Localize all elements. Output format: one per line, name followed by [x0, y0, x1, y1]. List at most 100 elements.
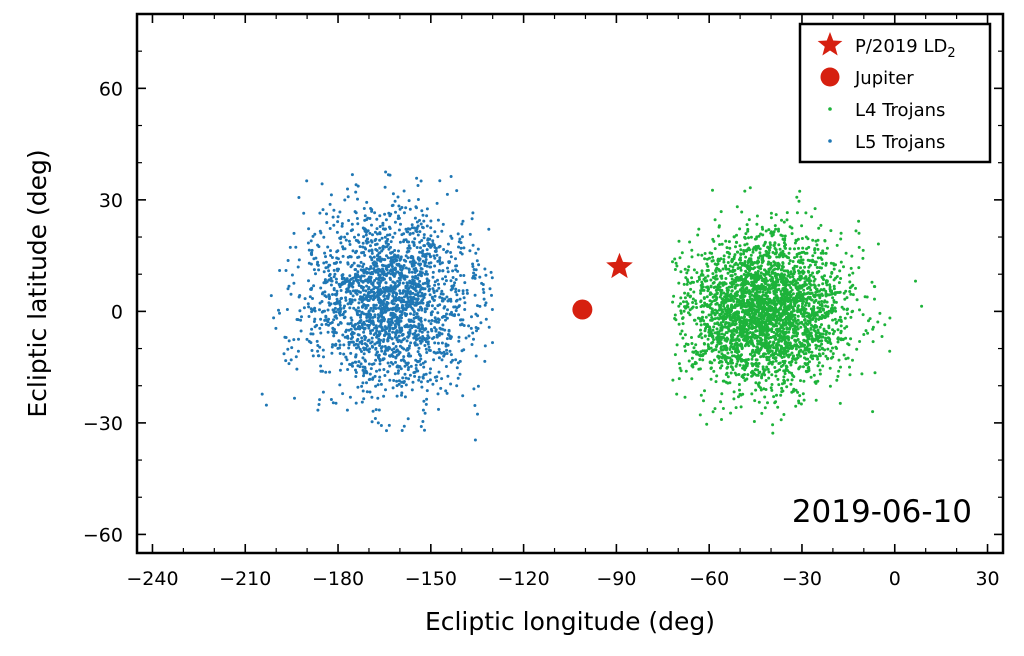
l4-trojans-point	[737, 395, 740, 399]
l5-trojans-point	[382, 368, 386, 371]
l4-trojans-point	[768, 340, 772, 344]
l4-trojans-point	[742, 319, 746, 323]
l4-trojans-point	[711, 309, 715, 313]
l5-trojans-point	[408, 232, 412, 236]
l4-trojans-point	[713, 276, 717, 280]
l4-trojans-point	[805, 298, 809, 302]
l4-trojans-point	[834, 321, 838, 325]
l4-trojans-point	[679, 311, 683, 315]
l4-trojans-point	[804, 276, 808, 280]
l5-trojans-point	[347, 343, 351, 347]
l4-trojans-point	[776, 377, 780, 381]
l4-trojans-point	[751, 250, 755, 254]
l4-trojans-point	[757, 296, 761, 300]
l5-trojans-point	[334, 314, 338, 318]
l4-trojans-point	[824, 294, 828, 298]
l5-trojans-point	[361, 288, 365, 292]
l5-trojans-point	[305, 337, 309, 341]
l4-trojans-point	[749, 257, 753, 261]
l4-trojans-point	[793, 256, 796, 260]
l4-trojans-point	[782, 378, 786, 382]
l4-trojans-point	[683, 267, 687, 271]
l5-trojans-point	[446, 242, 450, 246]
l5-trojans-point	[375, 277, 378, 281]
l5-trojans-point	[360, 350, 363, 353]
l4-trojans-point	[849, 337, 853, 341]
l4-trojans-point	[724, 312, 728, 316]
l5-trojans-point	[387, 324, 391, 328]
l5-trojans-point	[412, 279, 416, 283]
l4-trojans-point	[800, 224, 804, 228]
l4-trojans-point	[781, 363, 785, 367]
l5-trojans-point	[286, 287, 290, 291]
l4-trojans-point	[720, 276, 724, 280]
l4-trojans-point	[721, 336, 725, 339]
l5-trojans-point	[320, 310, 324, 314]
l5-trojans-point	[437, 356, 441, 360]
l5-trojans-point	[423, 360, 427, 364]
l4-trojans-point	[829, 261, 833, 265]
l4-trojans-point	[742, 252, 746, 256]
l5-trojans-point	[417, 378, 421, 382]
l5-trojans-point	[474, 354, 478, 358]
l5-trojans-point	[394, 299, 398, 303]
l5-trojans-point	[403, 395, 407, 399]
l5-trojans-point	[364, 278, 368, 282]
l5-trojans-point	[414, 338, 418, 342]
l5-trojans-point	[441, 299, 445, 303]
l4-trojans-point	[730, 350, 734, 354]
l4-trojans-point	[860, 372, 864, 376]
l4-trojans-point	[705, 269, 709, 272]
l5-trojans-point	[436, 341, 440, 345]
l4-trojans-point	[725, 355, 729, 359]
l4-trojans-point	[831, 332, 835, 336]
l5-trojans-point	[380, 326, 384, 330]
l4-trojans-point	[760, 376, 764, 380]
l4-trojans-point	[719, 321, 723, 325]
l5-trojans-point	[420, 337, 424, 341]
l4-trojans-point	[703, 334, 707, 338]
l4-trojans-point	[762, 355, 766, 358]
l4-trojans-point	[786, 269, 790, 273]
l4-trojans-point	[771, 324, 775, 328]
l4-trojans-point	[767, 260, 771, 264]
l5-trojans-point	[367, 286, 371, 289]
l4-trojans-point	[825, 246, 829, 250]
l5-trojans-point	[454, 358, 458, 362]
l4-trojans-point	[695, 306, 699, 309]
l4-trojans-point	[739, 321, 743, 325]
l5-trojans-point	[421, 301, 425, 305]
l4-trojans-point	[782, 309, 786, 313]
l4-trojans-point	[706, 274, 710, 278]
l5-trojans-point	[327, 278, 331, 282]
l4-trojans-point	[798, 189, 802, 193]
l4-trojans-point	[815, 266, 819, 269]
l4-trojans-point	[721, 318, 725, 322]
l4-trojans-point	[813, 295, 817, 299]
l4-trojans-point	[822, 278, 825, 281]
l5-trojans-point	[378, 214, 382, 218]
l4-trojans-point	[710, 300, 714, 304]
l4-trojans-point	[749, 339, 752, 343]
l4-trojans-point	[801, 270, 804, 274]
l5-trojans-point	[400, 274, 404, 278]
l4-trojans-point	[820, 342, 824, 346]
l5-trojans-point	[450, 310, 453, 314]
l4-trojans-point	[793, 338, 797, 342]
l5-trojans-point	[380, 315, 384, 319]
l5-trojans-point	[431, 239, 435, 243]
l5-trojans-point	[440, 261, 444, 265]
l4-trojans-point	[708, 360, 712, 364]
l4-trojans-point	[696, 253, 700, 257]
l4-trojans-point	[756, 272, 760, 276]
l5-trojans-point	[376, 258, 380, 262]
l5-trojans-point	[376, 383, 380, 387]
l4-trojans-point	[677, 322, 681, 326]
l5-trojans-point	[361, 389, 365, 393]
l4-trojans-point	[781, 382, 784, 386]
l5-trojans-point	[412, 244, 416, 247]
l4-trojans-point	[797, 309, 801, 313]
l5-trojans-point	[316, 260, 320, 264]
l5-trojans-point	[398, 207, 402, 211]
l4-trojans-point	[789, 310, 793, 314]
